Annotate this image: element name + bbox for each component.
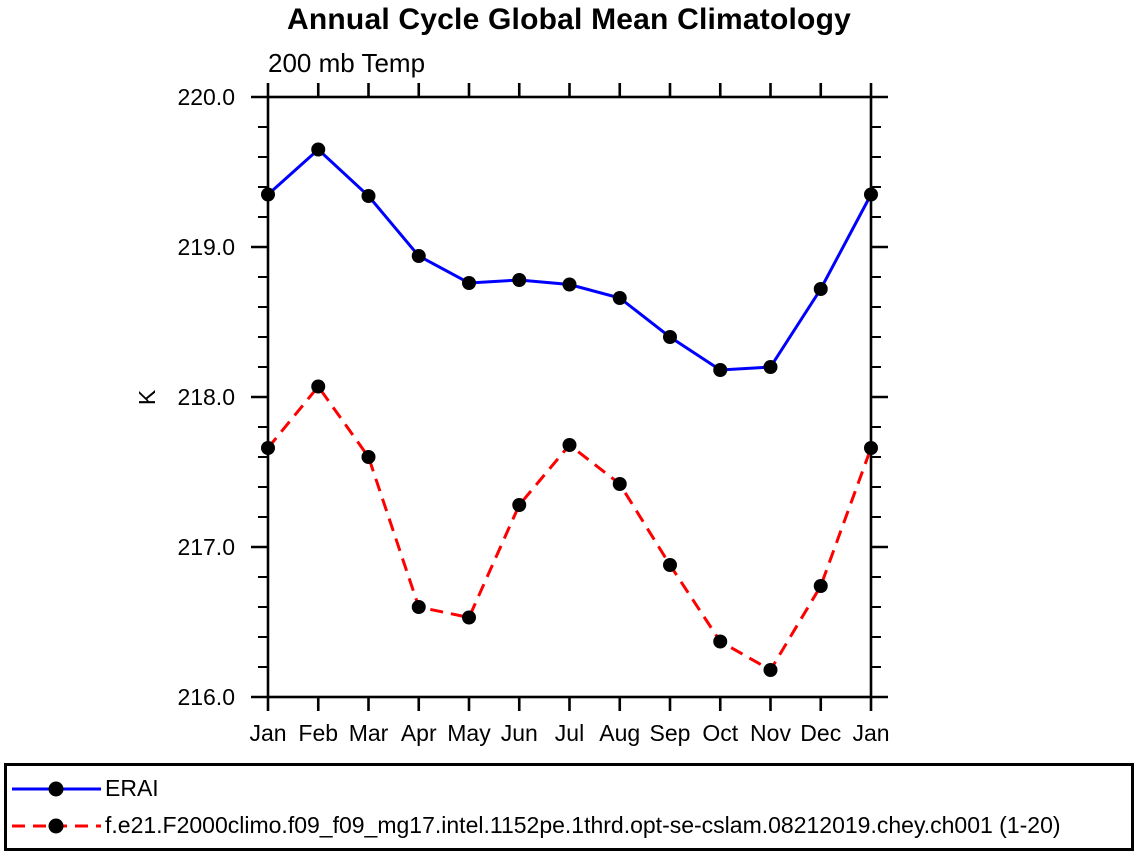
legend-item-model: f.e21.F2000climo.f09_f09_mg17.intel.1152… bbox=[11, 807, 1131, 844]
model-data-point-marker bbox=[311, 379, 326, 394]
y-tick-label: 218.0 bbox=[177, 384, 235, 410]
x-tick-label: Mar bbox=[349, 720, 389, 746]
chart-subtitle: 200 mb Temp bbox=[268, 48, 426, 78]
erai-data-point-marker bbox=[361, 189, 376, 203]
x-tick-label: Jun bbox=[501, 720, 538, 746]
x-tick-label: Sep bbox=[650, 720, 691, 746]
legend-item-erai: ERAI bbox=[11, 770, 1131, 807]
y-tick-label: 219.0 bbox=[177, 234, 235, 260]
x-tick-label: Feb bbox=[298, 720, 338, 746]
legend-label-erai: ERAI bbox=[105, 775, 159, 801]
erai-data-point-marker bbox=[663, 330, 677, 344]
chart-title: Annual Cycle Global Mean Climatology bbox=[287, 3, 851, 36]
y-tick-label: 220.0 bbox=[177, 84, 235, 110]
x-tick-label: Jan bbox=[852, 720, 889, 746]
model-data-point-marker bbox=[361, 450, 376, 464]
x-tick-label: May bbox=[447, 720, 491, 746]
model-data-point-marker bbox=[813, 579, 828, 593]
erai-data-point-marker bbox=[763, 360, 778, 374]
model-data-point-marker bbox=[612, 477, 627, 491]
legend-label-model: f.e21.F2000climo.f09_f09_mg17.intel.1152… bbox=[105, 812, 1061, 838]
erai-series-line bbox=[266, 147, 873, 372]
legend-swatch-marker bbox=[48, 818, 64, 833]
x-tick-label: Jul bbox=[555, 720, 584, 746]
legend-box: ERAI f.e21.F2000climo.f09_f09_mg17.intel… bbox=[4, 763, 1134, 851]
model-data-point-marker bbox=[663, 558, 677, 572]
chart-canvas: 220.0 219.0 218.0 217.0 216.0 Jan Feb Mar Apr May… bbox=[177, 83, 890, 746]
x-tick-label: Oct bbox=[702, 720, 738, 746]
erai-data-point-marker bbox=[411, 249, 426, 263]
x-tick-label: Apr bbox=[401, 720, 437, 746]
model-series-line bbox=[266, 384, 873, 673]
y-tick-label: 217.0 bbox=[177, 534, 235, 560]
erai-data-point-marker bbox=[813, 282, 828, 296]
erai-line-swatch bbox=[12, 781, 101, 796]
model-data-point-marker bbox=[763, 663, 778, 677]
model-data-point-marker bbox=[512, 498, 527, 512]
model-data-point-marker bbox=[261, 441, 275, 455]
x-tick-label: Jan bbox=[249, 720, 286, 746]
erai-data-point-marker bbox=[462, 276, 476, 290]
erai-data-point-marker bbox=[864, 187, 878, 202]
erai-data-point-marker bbox=[612, 291, 627, 305]
x-tick-label: Dec bbox=[800, 720, 841, 746]
x-tick-label: Nov bbox=[750, 720, 791, 746]
erai-data-point-marker bbox=[311, 142, 326, 157]
x-tick-label: Aug bbox=[599, 720, 640, 746]
y-tick-label: 216.0 bbox=[177, 684, 235, 710]
erai-data-point-marker bbox=[261, 187, 275, 202]
model-data-point-marker bbox=[864, 441, 878, 455]
model-data-point-marker bbox=[562, 438, 577, 452]
model-line-swatch bbox=[12, 818, 101, 833]
erai-data-point-marker bbox=[512, 273, 527, 287]
erai-data-point-marker bbox=[562, 277, 577, 292]
model-data-point-marker bbox=[713, 634, 728, 649]
erai-data-point-marker bbox=[713, 363, 728, 377]
legend-swatch-marker bbox=[48, 781, 64, 796]
model-data-point-marker bbox=[411, 600, 426, 614]
model-data-point-marker bbox=[462, 610, 476, 625]
